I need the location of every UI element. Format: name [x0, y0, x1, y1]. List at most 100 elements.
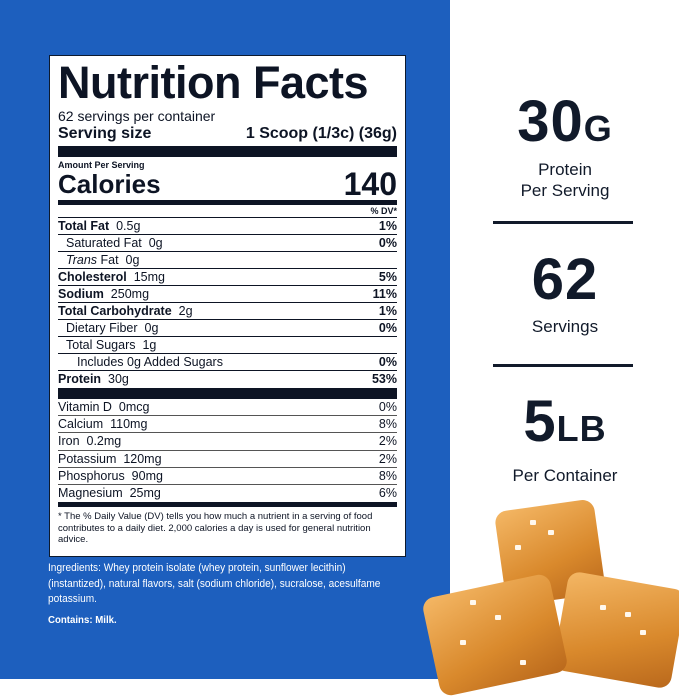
stat-label: Servings	[531, 317, 599, 336]
nutrient-name: Trans Fat 0g	[58, 252, 139, 268]
calories-value: 140	[343, 166, 397, 202]
nutrient-name-bold: Cholesterol	[58, 270, 127, 284]
nutrient-dv: 0%	[378, 321, 397, 335]
nutrient-amount: 0.5g	[116, 219, 141, 233]
divider	[493, 221, 633, 224]
medium-divider	[58, 200, 397, 205]
vitamin-name-amount: Phosphorus 90mg	[58, 468, 163, 484]
stat-value: 30	[517, 89, 584, 154]
divider	[493, 364, 633, 367]
serving-size: Serving size 1 Scoop (1/3c) (36g)	[58, 125, 397, 143]
nutrient-dv: 0%	[378, 355, 397, 369]
vitamin-dv: 6%	[378, 485, 397, 500]
medium-divider	[58, 502, 397, 508]
stat-label: Protein	[538, 160, 592, 179]
vitamin-row: Potassium 120mg 2%	[58, 451, 397, 468]
stat-servings: 62 Servings	[455, 250, 675, 337]
nutrient-name: Total Sugars 1g	[58, 337, 156, 353]
nutrient-name-bold: Total Carbohydrate	[58, 304, 172, 318]
stat-label: Per Container	[512, 466, 618, 485]
nutrient-row: Cholesterol 15mg 5%	[58, 269, 397, 286]
vitamin-name: Potassium	[58, 451, 117, 466]
nutrient-dv: 0%	[378, 236, 397, 250]
nutrition-facts-label: Nutrition Facts 62 servings per containe…	[49, 55, 406, 557]
nutrient-row: Includes 0g Added Sugars 0%	[58, 354, 397, 371]
nutrient-name-text: Includes 0g Added Sugars	[77, 355, 223, 369]
nutrient-name: Saturated Fat 0g	[58, 235, 163, 251]
nutrient-list: Total Fat 0.5g 1% Saturated Fat 0g 0% Trans …	[58, 218, 397, 388]
vitamin-amount: 120mg	[123, 451, 162, 466]
vitamin-name-amount: Iron 0.2mg	[58, 433, 121, 449]
nutrient-name: Total Fat 0.5g	[58, 218, 140, 234]
nutrient-name-bold: Protein	[58, 372, 102, 386]
vitamin-row: Magnesium 25mg 6%	[58, 485, 397, 502]
serving-size-value: 1 Scoop (1/3c) (36g)	[245, 125, 397, 142]
vitamin-amount: 0mcg	[118, 400, 150, 414]
dv-footnote: * The % Daily Value (DV) tells you how m…	[58, 511, 373, 546]
ingredients: Ingredients: Whey protein isolate (whey …	[48, 562, 381, 605]
calories-label: Calories	[58, 169, 161, 199]
vitamin-dv: 2%	[378, 434, 397, 449]
stat-value: 62	[531, 247, 599, 312]
nutrient-name-bold: Total Fat	[58, 219, 110, 233]
nutrient-name-text: Saturated Fat	[66, 236, 142, 250]
nutrient-name: Cholesterol 15mg	[58, 269, 165, 285]
vitamin-name-amount: Potassium 120mg	[58, 451, 162, 467]
thick-divider	[58, 146, 397, 157]
nutrient-amount: 0g	[148, 236, 163, 250]
vitamin-name: Magnesium	[58, 485, 123, 500]
nutrient-dv: 53%	[371, 372, 397, 386]
nutrient-row: Total Sugars 1g	[58, 337, 397, 354]
vitamin-amount: 25mg	[129, 485, 161, 500]
nutrient-amount: 1g	[142, 338, 157, 352]
nutrient-name-text: Total Sugars	[66, 338, 136, 352]
thick-divider	[58, 388, 397, 399]
vitamin-name-amount: Magnesium 25mg	[58, 485, 161, 502]
nutrient-row: Saturated Fat 0g 0%	[58, 235, 397, 252]
vitamin-dv: 8%	[378, 468, 397, 483]
nutrient-name: Includes 0g Added Sugars	[58, 354, 226, 370]
serving-size-label: Serving size	[58, 125, 152, 142]
nutrient-row: Total Fat 0.5g 1%	[58, 218, 397, 235]
servings-per-container: 62 servings per container	[58, 108, 216, 124]
vitamin-dv: 8%	[378, 417, 397, 432]
vitamin-row: Vitamin D 0mcg 0%	[58, 399, 397, 417]
nutrient-name-rest: Fat	[100, 253, 119, 267]
nutrient-amount: 0g	[125, 253, 140, 267]
nutrient-dv: 1%	[378, 304, 397, 318]
nutrient-name: Protein 30g	[58, 371, 129, 388]
nutrient-dv: 1%	[378, 219, 397, 233]
vitamin-name: Phosphorus	[58, 468, 125, 483]
nutrient-amount: 0g	[144, 321, 159, 335]
vitamin-dv: 0%	[378, 400, 397, 414]
nutrient-row: Protein 30g 53%	[58, 371, 397, 388]
vitamin-amount: 110mg	[110, 417, 148, 432]
vitamin-name: Calcium	[58, 417, 104, 432]
nutrient-name: Total Carbohydrate 2g	[58, 303, 193, 319]
nutrient-name: Dietary Fiber 0g	[58, 320, 158, 336]
nutrient-name: Sodium 250mg	[58, 286, 149, 302]
label-title: Nutrition Facts	[58, 57, 369, 108]
vitamin-list: Vitamin D 0mcg 0% Calcium 110mg 8% Iron 0.2m…	[58, 399, 397, 502]
nutrient-dv: 5%	[378, 270, 397, 284]
allergen-contains: Contains: Milk.	[48, 614, 117, 626]
nutrient-name-italic: Trans	[66, 253, 98, 267]
vitamin-name-amount: Vitamin D 0mcg	[58, 399, 150, 415]
vitamin-name-amount: Calcium 110mg	[58, 416, 147, 432]
nutrient-name-text: Dietary Fiber	[66, 321, 138, 335]
nutrient-name-bold: Sodium	[58, 287, 104, 301]
nutrient-amount: 30g	[108, 372, 129, 386]
stat-unit: G	[583, 108, 613, 149]
stat-protein: 30G Protein Per Serving	[455, 92, 675, 201]
nutrient-row: Total Carbohydrate 2g 1%	[58, 303, 397, 320]
vitamin-row: Iron 0.2mg 2%	[58, 433, 397, 451]
calories-row: Calories 140	[58, 166, 397, 202]
stat-container: 5LB Per Container	[455, 392, 675, 486]
vitamin-amount: 0.2mg	[86, 434, 122, 449]
vitamin-name: Vitamin D	[58, 400, 112, 414]
nutrient-amount: 2g	[178, 304, 193, 318]
dv-header: % DV*	[58, 205, 397, 218]
stat-label: Per Serving	[520, 181, 610, 200]
vitamin-dv: 2%	[378, 451, 397, 466]
stat-value: 5	[523, 389, 557, 454]
